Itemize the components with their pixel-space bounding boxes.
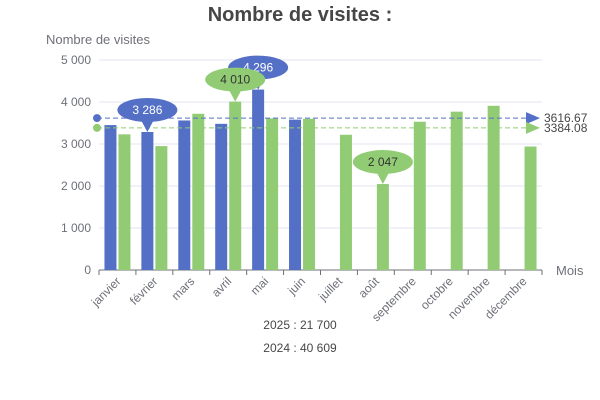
bar[interactable]	[487, 105, 500, 270]
y-tick-label: 3 000	[61, 137, 91, 151]
average-arrow-icon	[526, 112, 540, 125]
max-min-pin: 3 286	[117, 97, 178, 132]
average-arrow-icon	[526, 121, 540, 134]
average-label: 3616.67	[544, 111, 588, 125]
chart-title: Nombre de visites :	[208, 4, 393, 26]
bar[interactable]	[155, 146, 168, 270]
summary-2024: 2024 : 40 609	[263, 341, 337, 355]
bar[interactable]	[118, 134, 131, 270]
bar[interactable]	[178, 120, 191, 270]
x-tick-label: janvier	[88, 274, 124, 310]
bar[interactable]	[303, 118, 316, 270]
bar[interactable]	[215, 123, 228, 270]
max-min-pin: 2 047	[352, 150, 413, 185]
bar[interactable]	[266, 118, 279, 270]
y-tick-label: 5 000	[61, 53, 91, 67]
bar[interactable]	[450, 111, 463, 270]
bar[interactable]	[376, 184, 389, 270]
y-axis-label: Nombre de visites	[46, 32, 151, 47]
pin-bubble	[117, 97, 178, 122]
x-tick-label: juin	[284, 274, 308, 298]
bar[interactable]	[229, 101, 242, 270]
pin-bubble	[205, 67, 266, 92]
bar[interactable]	[339, 134, 352, 270]
pin-label: 3 286	[132, 103, 162, 117]
y-tick-label: 4 000	[61, 95, 91, 109]
bar[interactable]	[104, 125, 117, 270]
y-tick-label: 2 000	[61, 179, 91, 193]
bar[interactable]	[252, 89, 265, 271]
pin-label: 2 047	[368, 155, 398, 169]
bar[interactable]	[413, 121, 426, 271]
x-tick-label: février	[127, 274, 160, 307]
average-label: 3384.08	[544, 121, 588, 135]
x-tick-label: août	[356, 274, 383, 301]
bar[interactable]	[141, 131, 154, 270]
bar[interactable]	[524, 146, 537, 270]
pin-bubble	[352, 150, 413, 175]
y-tick-label: 0	[84, 263, 91, 277]
x-tick-label: avril	[209, 274, 234, 299]
bar[interactable]	[192, 113, 205, 270]
x-axis-label: Mois	[556, 263, 584, 278]
max-min-pin: 4 010	[205, 67, 266, 102]
x-tick-label: mars	[169, 274, 198, 303]
summary-2025: 2025 : 21 700	[263, 318, 337, 332]
y-tick-label: 1 000	[61, 221, 91, 235]
pin-label: 4 010	[220, 73, 250, 87]
x-tick-label: juillet	[315, 274, 345, 304]
bar[interactable]	[289, 119, 302, 270]
x-tick-label: mai	[248, 274, 272, 298]
